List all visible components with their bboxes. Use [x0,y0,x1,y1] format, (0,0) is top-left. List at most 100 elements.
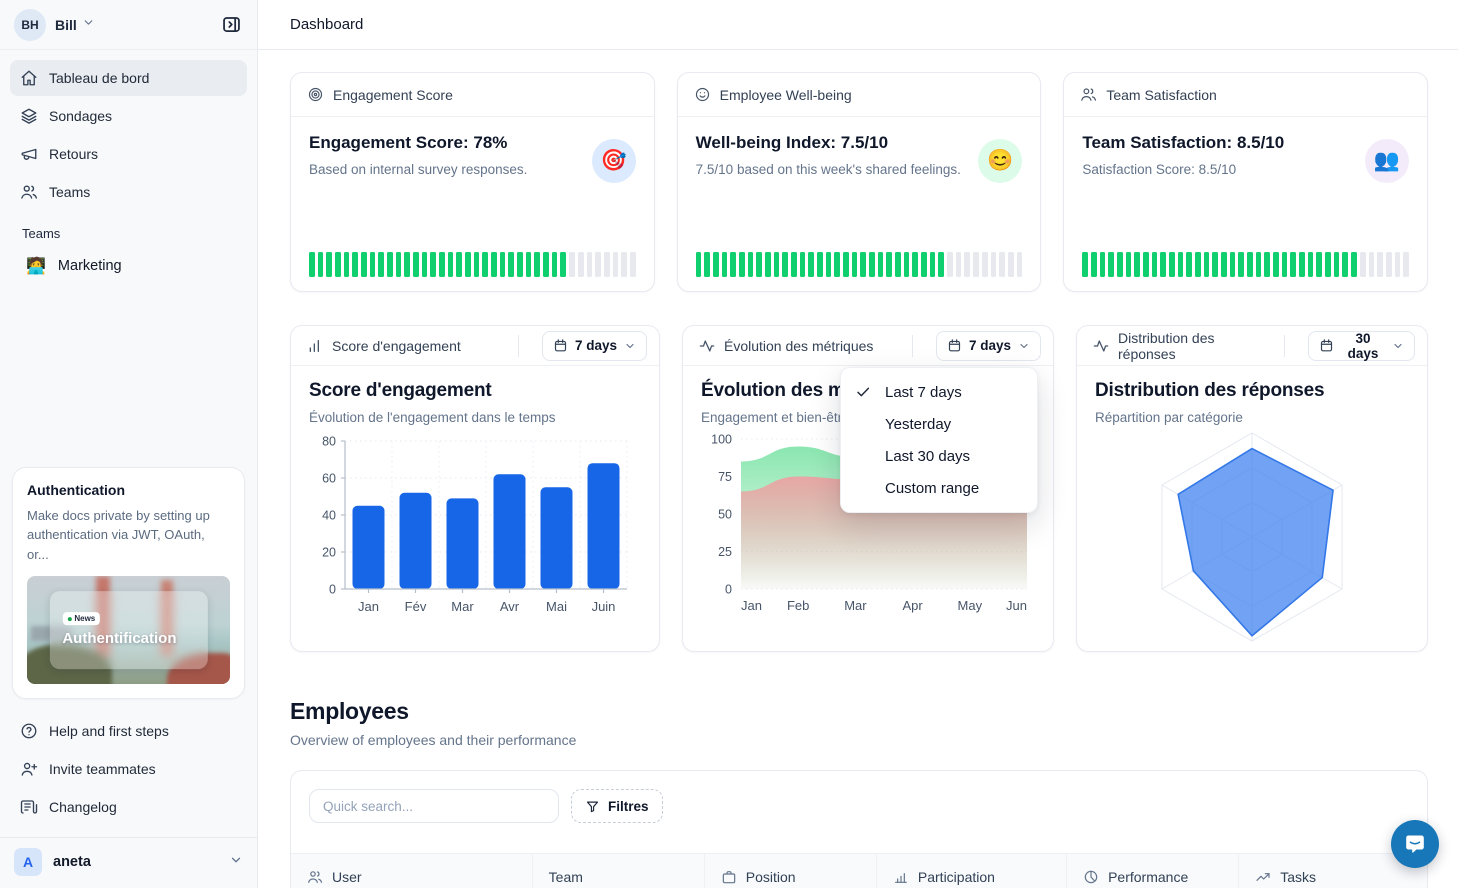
column-header-tasks[interactable]: Tasks [1238,854,1427,888]
megaphone-icon [20,145,38,163]
table-header-row: User Team Position [291,853,1427,888]
column-header-participation[interactable]: Participation [875,854,1066,888]
employee-wellbeing-card: Employee Well-being Well-being Index: 7.… [676,72,1042,292]
chat-bubble-icon [1406,835,1424,853]
sidebar-item-label: Teams [49,184,91,200]
check-icon [855,384,885,400]
bar-chart-icon [893,869,909,885]
main-area: Dashboard Engagement Score Engagement Sc… [258,0,1458,888]
workspace-switcher[interactable]: A aneta [0,837,257,888]
svg-text:Mar: Mar [451,599,474,614]
chevron-down-icon [229,853,243,872]
sidebar-item-sondages[interactable]: Sondages [10,98,247,134]
teams-section-label: Teams [22,226,61,241]
sidebar-item-teams[interactable]: Teams [10,174,247,210]
column-label: User [332,869,362,885]
home-icon [20,69,38,87]
date-range-label: 30 days [1347,330,1379,361]
sidebar-bottom-nav: Help and first steps Invite teammates Ch… [0,709,257,833]
engagement-chart-card: Score d'engagement 7 days [290,325,660,652]
column-header-user[interactable]: User [291,854,532,888]
sidebar: BH Bill Tableau de bord Sondages [0,0,258,888]
date-range-button[interactable]: 30 days [1308,330,1415,361]
chart-subtitle: Engagement et bien-être [701,410,850,425]
team-item-label: Marketing [57,258,122,274]
user-name[interactable]: Bill [55,16,77,33]
user-plus-icon [20,760,38,778]
chart-subtitle: Évolution de l'engagement dans le temps [309,410,556,425]
date-range-label: 7 days [968,338,1011,353]
date-range-button[interactable]: 7 days [541,330,647,361]
divider [1284,334,1286,357]
dart-emoji-icon: 🎯 [591,139,636,183]
filter-icon [585,799,600,814]
sidebar-item-label: Tableau de bord [49,70,150,86]
column-header-position[interactable]: Position [703,854,876,888]
users-icon [307,869,323,885]
menu-item-custom-range[interactable]: Custom range [841,472,1037,504]
svg-text:75: 75 [718,470,732,484]
menu-item-label: Last 7 days [885,383,962,401]
svg-text:Jan: Jan [358,599,379,614]
card-header-label: Employee Well-being [719,86,852,103]
svg-text:Apr: Apr [902,598,923,613]
sidebar-header: BH Bill [0,0,257,50]
auth-card-image: News Authentification [27,576,230,684]
svg-text:Mar: Mar [844,598,867,613]
chart-title: Distribution des réponses [1095,380,1325,401]
menu-item-label: Last 30 days [885,447,971,465]
sidebar-item-changelog[interactable]: Changelog [10,789,247,825]
team-satisfaction-card: Team Satisfaction Team Satisfaction: 8.5… [1063,72,1428,292]
stat-headline: Well-being Index: 7.5/10 [695,133,889,152]
svg-text:80: 80 [322,435,336,449]
column-label: Tasks [1280,869,1316,885]
menu-item-label: Custom range [885,479,980,497]
divider [911,334,913,357]
users-icon [1080,86,1097,103]
menu-item-yesterday[interactable]: Yesterday [841,408,1037,440]
smile-icon [694,86,711,103]
authentication-promo-card[interactable]: Authentication Make docs private by sett… [12,466,245,699]
svg-text:100: 100 [711,433,732,447]
employees-title: Employees [290,698,409,724]
sidebar-item-marketing[interactable]: 🧑‍💻 Marketing [10,247,247,285]
card-header-label: Score d'engagement [332,337,461,354]
svg-text:40: 40 [322,509,336,523]
stat-subtext: Based on internal survey responses. [309,162,528,177]
column-header-team[interactable]: Team [531,854,704,888]
page-title: Dashboard [290,16,364,33]
stat-subtext: Satisfaction Score: 8.5/10 [1082,162,1237,177]
chart-subtitle: Répartition par catégorie [1095,410,1243,425]
sidebar-item-invite[interactable]: Invite teammates [10,751,247,787]
sidebar-item-tableau-de-bord[interactable]: Tableau de bord [10,60,247,96]
sidebar-item-help[interactable]: Help and first steps [10,713,247,749]
collapse-sidebar-button[interactable] [217,11,245,39]
filters-button[interactable]: Filtres [571,789,663,823]
menu-item-last-30-days[interactable]: Last 30 days [841,440,1037,472]
progress-bar [1082,252,1409,277]
response-distribution-card: Distribution des réponses 30 days [1076,325,1428,652]
menu-item-label: Yesterday [885,415,952,433]
sidebar-nav: Tableau de bord Sondages Retours Teams [0,50,257,285]
activity-icon [699,338,715,354]
card-header-label: Distribution des réponses [1118,329,1215,362]
chevron-down-icon [1392,340,1404,352]
chevron-down-icon[interactable] [82,16,95,34]
column-header-performance[interactable]: Performance [1066,854,1238,888]
menu-item-last-7-days[interactable]: Last 7 days [841,376,1037,408]
chat-widget-button[interactable] [1391,820,1439,868]
users-icon [20,183,38,201]
chart-cards-row: Score d'engagement 7 days [290,325,1428,652]
auth-image-title: Authentification [62,630,177,648]
svg-text:May: May [958,598,983,613]
calendar-icon [553,338,568,353]
card-header-label: Évolution des métriques [724,337,874,354]
date-range-button[interactable]: 7 days [935,330,1041,361]
smile-emoji-icon: 😊 [978,139,1023,183]
search-input[interactable] [309,789,559,823]
sidebar-item-label: Sondages [49,108,113,124]
sidebar-item-retours[interactable]: Retours [10,136,247,172]
progress-bar [309,252,636,277]
stat-subtext: 7.5/10 based on this week's shared feeli… [695,162,961,177]
technologist-emoji-icon: 🧑‍💻 [26,258,46,275]
